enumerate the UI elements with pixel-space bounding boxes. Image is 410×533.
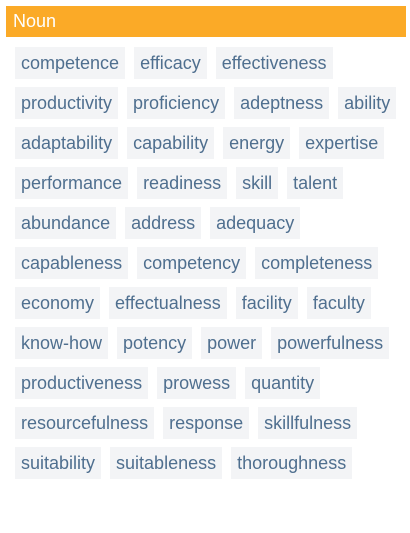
synonym-tag[interactable]: quantity bbox=[245, 367, 321, 399]
synonym-tag[interactable]: facility bbox=[235, 287, 298, 319]
synonym-tag[interactable]: powerfulness bbox=[271, 327, 390, 359]
synonym-tag[interactable]: skillfulness bbox=[258, 407, 358, 439]
synonym-tag[interactable]: productiveness bbox=[15, 367, 149, 399]
synonym-tag[interactable]: competence bbox=[15, 47, 126, 79]
synonym-tag[interactable]: economy bbox=[15, 287, 101, 319]
synonym-tag[interactable]: address bbox=[125, 207, 202, 239]
synonym-tag[interactable]: thoroughness bbox=[231, 447, 353, 479]
synonym-tag[interactable]: adaptability bbox=[15, 127, 119, 159]
synonym-tag[interactable]: ability bbox=[338, 87, 397, 119]
synonym-tag[interactable]: power bbox=[201, 327, 263, 359]
synonym-tag[interactable]: effectiveness bbox=[215, 47, 333, 79]
synonym-tag[interactable]: adequacy bbox=[210, 207, 301, 239]
synonym-tag[interactable]: capability bbox=[127, 127, 215, 159]
synonyms-panel: Noun competence efficacy effectiveness prod… bbox=[6, 6, 406, 487]
synonym-tag[interactable]: effectualness bbox=[109, 287, 227, 319]
synonym-tag[interactable]: competency bbox=[137, 247, 247, 279]
synonym-list: competence efficacy effectiveness productiv… bbox=[6, 37, 406, 487]
synonym-tag[interactable]: expertise bbox=[299, 127, 385, 159]
synonym-tag[interactable]: suitableness bbox=[110, 447, 223, 479]
synonym-tag[interactable]: skill bbox=[236, 167, 279, 199]
synonym-tag[interactable]: response bbox=[163, 407, 250, 439]
synonym-tag[interactable]: readiness bbox=[137, 167, 228, 199]
synonym-tag[interactable]: performance bbox=[15, 167, 129, 199]
synonym-tag[interactable]: abundance bbox=[15, 207, 117, 239]
synonym-tag[interactable]: energy bbox=[223, 127, 291, 159]
synonym-tag[interactable]: capableness bbox=[15, 247, 129, 279]
synonym-tag[interactable]: know-how bbox=[15, 327, 109, 359]
synonym-tag[interactable]: faculty bbox=[306, 287, 371, 319]
part-of-speech-header: Noun bbox=[6, 6, 406, 37]
synonym-tag[interactable]: productivity bbox=[15, 87, 119, 119]
synonym-tag[interactable]: completeness bbox=[255, 247, 379, 279]
synonym-tag[interactable]: potency bbox=[117, 327, 193, 359]
synonym-tag[interactable]: suitability bbox=[15, 447, 102, 479]
synonym-tag[interactable]: proficiency bbox=[127, 87, 226, 119]
synonym-tag[interactable]: prowess bbox=[157, 367, 237, 399]
part-of-speech-label: Noun bbox=[13, 11, 57, 31]
synonym-tag[interactable]: talent bbox=[287, 167, 344, 199]
synonym-tag[interactable]: efficacy bbox=[134, 47, 207, 79]
synonym-tag[interactable]: adeptness bbox=[234, 87, 330, 119]
synonym-tag[interactable]: resourcefulness bbox=[15, 407, 155, 439]
